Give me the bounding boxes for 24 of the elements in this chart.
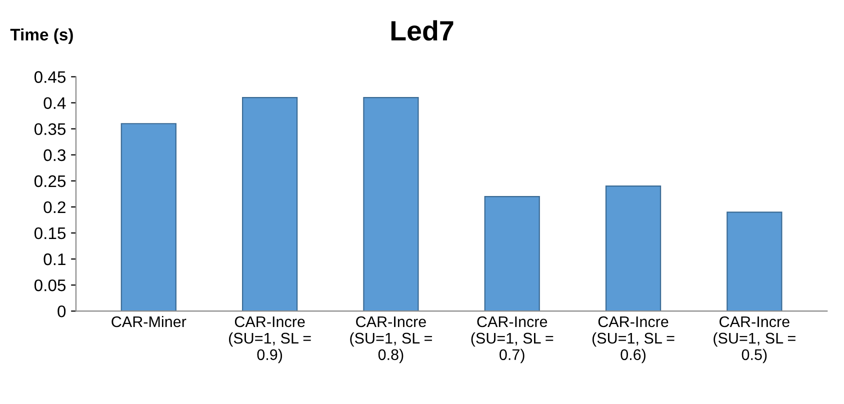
x-tick-label: CAR-Incre (SU=1, SL = 0.5) <box>714 316 796 364</box>
y-tick-label: 0.4 <box>44 97 66 109</box>
y-tick-label: 0 <box>58 305 66 318</box>
bar <box>120 123 176 312</box>
y-tick-label: 0.3 <box>44 149 66 162</box>
bar <box>726 212 782 312</box>
x-tick-label: CAR-Incre (SU=1, SL = 0.6) <box>592 316 674 364</box>
bar <box>363 97 419 312</box>
bar <box>484 196 540 312</box>
bar <box>242 97 298 312</box>
y-tick-label: 0.45 <box>34 71 66 83</box>
y-tick-label: 0.05 <box>34 279 66 292</box>
y-tick-label: 0.2 <box>44 201 66 214</box>
bar <box>605 186 662 312</box>
y-axis-title: Time (s) <box>10 28 73 44</box>
x-tick-label: CAR-Incre (SU=1, SL = 0.9) <box>229 316 311 364</box>
y-tick-label: 0.15 <box>34 227 66 240</box>
chart-title: Led7 <box>391 20 454 41</box>
x-tick-label: CAR-Incre (SU=1, SL = 0.7) <box>471 316 554 364</box>
y-tick-label: 0.1 <box>44 253 66 266</box>
x-tick-label: CAR-Incre (SU=1, SL = 0.8) <box>350 316 432 364</box>
y-tick-label: 0.35 <box>34 123 66 136</box>
x-tick-label: CAR-Miner <box>112 316 186 328</box>
y-tick-label: 0.25 <box>34 175 66 188</box>
